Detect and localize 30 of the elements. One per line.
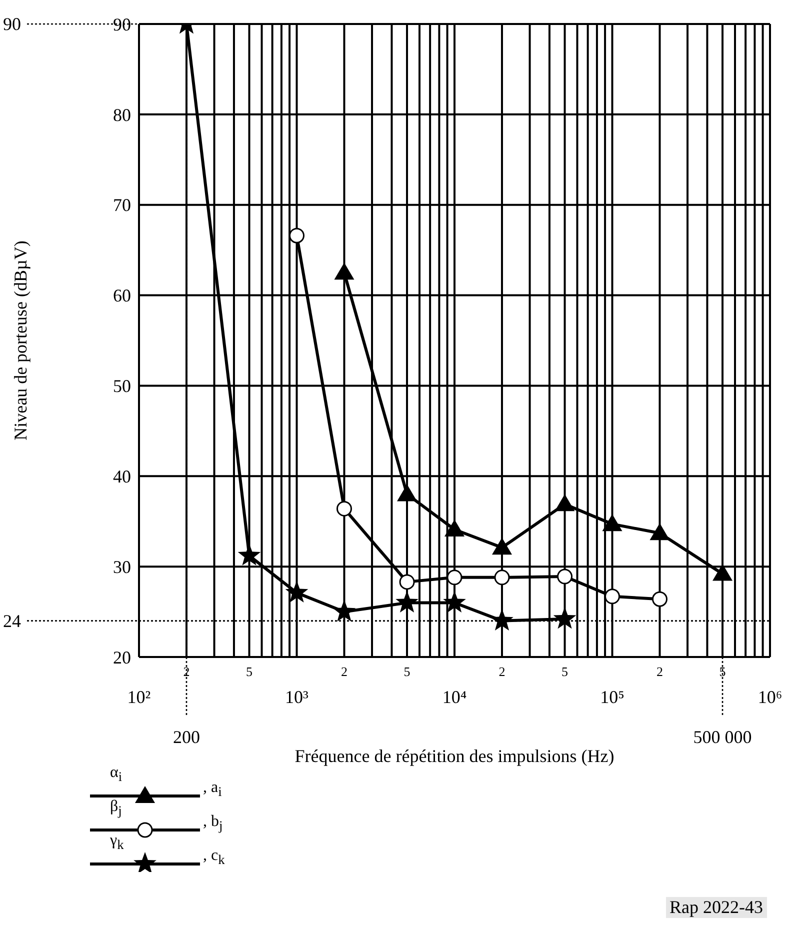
- text: 5: [402, 664, 412, 680]
- x-tick-label: 10⁵: [600, 687, 624, 707]
- y-tick-label: 50: [113, 376, 131, 396]
- text: 5: [718, 664, 727, 680]
- y-tick-label: 60: [113, 286, 131, 306]
- text: β$_{j}$, b$_{j}$: [110, 798, 223, 833]
- x-tick-label: 10⁶: [758, 687, 782, 707]
- y-tick-label: 40: [113, 466, 131, 487]
- text: γ$_{k}$, c$_{k}$: [110, 832, 225, 867]
- ref-line-label: 500 000: [693, 727, 752, 747]
- text: 2: [498, 664, 506, 680]
- x-axis-title: Fréquence de répétition des impulsions (Hz): [294, 746, 614, 766]
- y-tick-label: 80: [113, 104, 131, 125]
- y-axis-title: Niveau de porteuse (dBµV): [10, 240, 30, 440]
- y-tick-label: 30: [113, 556, 131, 577]
- ref-line-label: 200: [172, 727, 200, 747]
- y-tick-label: 20: [113, 647, 131, 668]
- ref-line-label: 90: [3, 14, 21, 34]
- ref-line-label: 24: [3, 610, 21, 631]
- text: α$_{i}$, a$_{i}$: [110, 764, 222, 799]
- text: 5: [245, 664, 254, 680]
- text: 2: [655, 664, 664, 680]
- x-tick-label: 10²: [127, 687, 151, 707]
- text: 5: [560, 664, 569, 680]
- text: Rap 2022-43: [666, 897, 767, 918]
- x-tick-label: 10³: [285, 687, 310, 707]
- x-tick-label: 10⁴: [442, 687, 467, 707]
- y-tick-label: 70: [113, 195, 131, 216]
- text: 2: [340, 664, 348, 680]
- text: 2: [182, 664, 191, 680]
